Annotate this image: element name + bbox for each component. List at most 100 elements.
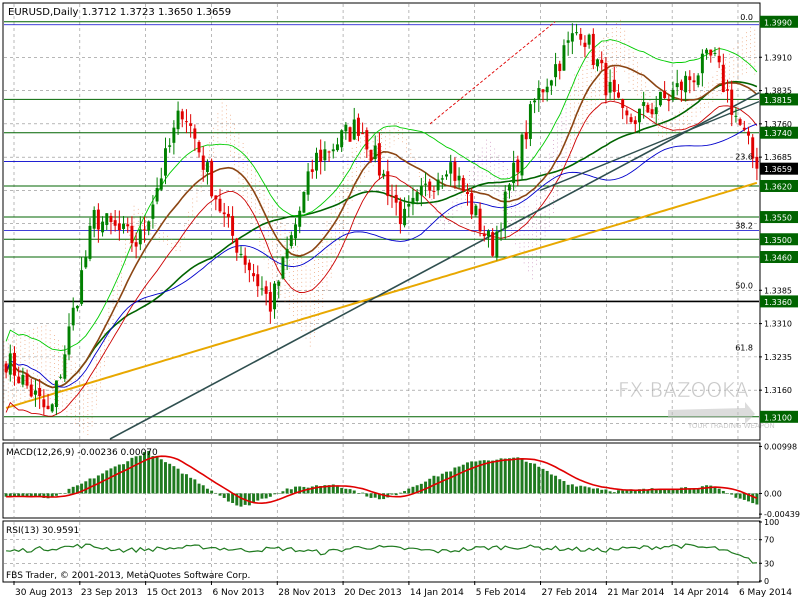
candle-body <box>319 149 323 162</box>
macd-bar <box>38 493 42 497</box>
symbol-header: EURUSD,Daily 1.3712 1.3723 1.3650 1.3659 <box>8 7 231 18</box>
candle-body <box>566 40 570 43</box>
candle-body <box>604 62 608 96</box>
macd-bar <box>679 487 683 494</box>
rsi-panel: RSI(13) 30.9591 FBS Trader, © 2001-2013,… <box>2 520 761 583</box>
price-tick-label: 1.3160 <box>764 386 792 395</box>
macd-bar <box>637 489 641 494</box>
macd-bar <box>298 486 302 494</box>
candle-body <box>491 232 495 256</box>
candle-body <box>247 262 251 271</box>
candle-body <box>742 127 746 130</box>
candle-body <box>663 91 667 99</box>
candle-body <box>528 104 532 139</box>
copyright-text: FBS Trader, © 2001-2013, MetaQuotes Soft… <box>6 571 250 581</box>
candle-body <box>117 223 121 231</box>
macd-bar <box>344 488 348 494</box>
macd-bar <box>587 487 591 494</box>
macd-bar <box>105 470 109 494</box>
macd-bar <box>474 461 478 494</box>
fib-label: 50.0 <box>735 281 753 290</box>
macd-grid <box>13 444 739 517</box>
candle-body <box>88 225 92 259</box>
candle-body <box>696 75 700 85</box>
macd-bar <box>562 481 566 494</box>
candle-body <box>411 197 415 205</box>
macd-bar <box>71 486 75 494</box>
candle-body <box>235 238 239 253</box>
macd-bar <box>164 462 167 494</box>
macd-bar <box>449 471 453 494</box>
candle-body <box>717 55 721 63</box>
candle-body <box>587 34 591 45</box>
price-axis: 1.3910 1.3835 1.3760 1.3685 1.3385 1.3310 1.32… <box>759 15 798 423</box>
candle-body <box>264 286 268 294</box>
candle-body <box>205 162 209 173</box>
macd-bar <box>629 489 633 494</box>
macd-bar <box>365 493 369 497</box>
candle-body <box>289 235 293 247</box>
macd-bar <box>205 488 209 494</box>
candle-body <box>424 183 428 185</box>
macd-bar <box>734 493 738 498</box>
watermark-arrow-icon <box>668 402 755 424</box>
time-axis: 30 Aug 2013 23 Sep 2013 15 Oct 2013 6 Nov 2… <box>13 581 792 598</box>
candle-body <box>596 59 599 67</box>
candle-body <box>138 229 142 245</box>
level-price-tag <box>760 93 798 106</box>
candle-body <box>386 171 390 197</box>
macd-bar <box>294 486 297 494</box>
candle-body <box>294 224 297 239</box>
candle-body <box>13 352 16 376</box>
macd-bar <box>101 473 105 494</box>
macd-bar <box>751 493 755 504</box>
candle-body <box>499 230 503 232</box>
macd-bar <box>176 468 180 494</box>
fib-label: 23.6 <box>735 153 753 162</box>
macd-bar <box>658 489 662 494</box>
candle-body <box>633 120 637 125</box>
time-tick-label: 30 Aug 2013 <box>15 588 73 598</box>
candle-body <box>273 283 277 310</box>
macd-panel-frame <box>2 442 761 519</box>
macd-bar <box>289 489 293 494</box>
channel-line <box>5 123 758 388</box>
macd-bar <box>747 493 750 502</box>
macd-bar <box>323 485 327 494</box>
candle-body <box>92 209 96 229</box>
macd-bar <box>8 493 12 497</box>
candle-body <box>709 49 713 56</box>
macd-bar <box>17 493 21 497</box>
macd-bar <box>608 491 612 494</box>
macd-bar <box>21 493 25 497</box>
macd-bar <box>273 493 277 495</box>
candle-body <box>80 270 84 304</box>
candle-body <box>130 225 134 244</box>
candle-body <box>71 307 75 326</box>
macd-bar <box>348 489 352 494</box>
macd-bar <box>42 493 46 498</box>
macd-bar <box>210 490 214 494</box>
current-price-label: 1.3659 <box>764 165 792 174</box>
macd-bar <box>247 493 251 506</box>
macd-bar <box>742 493 746 500</box>
candle-body <box>281 256 285 279</box>
candle-body <box>172 127 176 143</box>
macd-bar <box>533 463 537 494</box>
candle-body <box>675 83 679 88</box>
candle-body <box>512 162 516 184</box>
macd-bar <box>59 493 63 494</box>
macd-bar <box>151 456 155 494</box>
macd-bar <box>415 485 419 494</box>
time-tick-label: 14 Jan 2014 <box>410 588 464 598</box>
candle-body <box>747 131 750 136</box>
candle-body <box>252 273 256 277</box>
candle-body <box>348 127 352 142</box>
level-price-tag <box>760 233 798 246</box>
macd-bar <box>721 490 725 494</box>
level-price-tag <box>760 295 798 308</box>
candle-body <box>315 152 318 171</box>
support-resistance-lines <box>4 21 759 418</box>
candle-body <box>151 204 155 219</box>
macd-bar <box>239 493 243 507</box>
